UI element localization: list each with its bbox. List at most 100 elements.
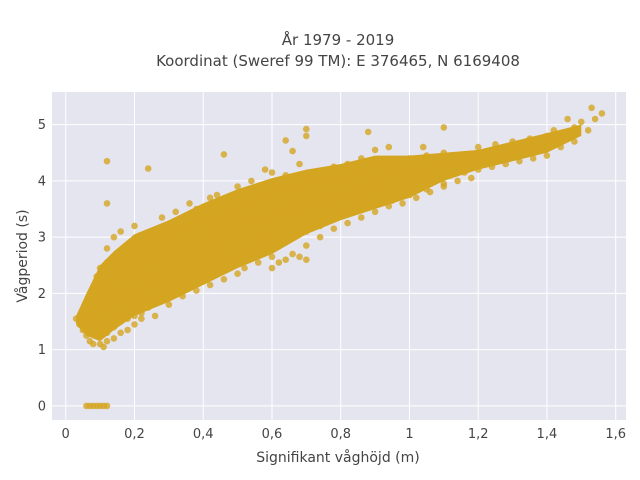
x-tick-label: 0,2	[124, 427, 145, 442]
scatter-point	[103, 200, 111, 207]
scatter-point	[179, 292, 186, 300]
scatter-point	[138, 262, 145, 269]
scatter-point	[165, 290, 173, 297]
scatter-point	[440, 149, 448, 157]
scatter-point	[131, 312, 138, 320]
scatter-point	[392, 172, 400, 179]
scatter-point	[117, 329, 124, 337]
scatter-point	[354, 202, 362, 210]
scatter-point	[165, 278, 173, 286]
scatter-point	[536, 146, 544, 154]
scatter-point	[516, 157, 523, 165]
scatter-point	[103, 337, 111, 345]
scatter-point	[199, 250, 207, 258]
scatter-points	[72, 104, 606, 410]
scatter-point	[117, 264, 124, 272]
scatter-point	[389, 197, 396, 204]
scatter-point	[220, 217, 228, 224]
scatter-point	[103, 157, 111, 165]
scatter-point	[254, 259, 262, 266]
scatter-point	[193, 205, 200, 213]
scatter-point	[433, 163, 441, 171]
scatter-point	[165, 301, 173, 309]
scatter-point	[296, 160, 303, 168]
y-tick-label: 1	[38, 343, 46, 358]
scatter-point	[323, 177, 331, 185]
chart-title-line-2: Koordinat (Sweref 99 TM): E 376465, N 61…	[156, 52, 520, 70]
x-tick-labels: 0 0,2 0,4 0,6 0,8 1 1,2 1,4 1,6	[62, 427, 626, 442]
scatter-point	[89, 318, 97, 325]
scatter-point	[179, 262, 186, 269]
scatter-point	[358, 188, 365, 196]
scatter-point	[220, 236, 228, 244]
scatter-point	[492, 141, 499, 148]
scatter-point	[158, 231, 166, 238]
scatter-point	[103, 259, 111, 266]
y-tick-label: 2	[38, 287, 46, 302]
scatter-point	[151, 245, 159, 252]
scatter-point	[488, 163, 496, 171]
scatter-point	[364, 128, 372, 136]
scatter-point	[179, 245, 186, 252]
scatter-point	[468, 155, 475, 162]
scatter-point	[289, 147, 296, 155]
scatter-point	[93, 273, 100, 280]
scatter-point	[165, 250, 173, 258]
scatter-point	[419, 143, 427, 151]
scatter-point	[76, 321, 83, 328]
scatter-point	[96, 307, 104, 314]
scatter-point	[481, 157, 489, 165]
scatter-point	[124, 256, 131, 264]
scatter-point	[217, 264, 224, 272]
scatter-point	[423, 152, 430, 159]
scatter-point	[578, 118, 585, 126]
scatter-point	[296, 253, 303, 261]
scatter-point	[227, 211, 234, 218]
scatter-point	[337, 208, 345, 216]
scatter-point	[378, 177, 386, 185]
scatter-point	[399, 200, 406, 207]
scatter-point	[117, 295, 124, 303]
scatter-point	[282, 172, 290, 179]
y-tick-labels: 0 1 2 3 4 5	[38, 118, 46, 414]
scatter-point	[86, 292, 94, 300]
scatter-point	[303, 242, 310, 249]
x-tick-label: 1	[405, 427, 413, 442]
scatter-point	[309, 180, 317, 187]
scatter-point	[406, 191, 413, 199]
scatter-point	[358, 155, 365, 162]
scatter-point	[110, 273, 118, 280]
scatter-point	[344, 191, 351, 199]
scatter-point	[474, 149, 482, 157]
scatter-point	[303, 132, 310, 140]
scatter-point	[406, 169, 413, 176]
scatter-point	[268, 264, 276, 272]
x-tick-label: 0,4	[193, 427, 214, 442]
scatter-point	[124, 284, 131, 292]
scatter-point	[241, 202, 248, 210]
x-tick-label: 1,6	[605, 427, 626, 442]
scatter-point	[509, 149, 516, 157]
x-tick-label: 0	[62, 427, 70, 442]
chart-title-line-1: År 1979 - 2019	[282, 30, 395, 49]
scatter-point	[193, 287, 200, 294]
scatter-point	[550, 127, 558, 134]
scatter-point	[79, 326, 87, 334]
scatter-point	[282, 186, 290, 193]
scatter-point	[495, 155, 503, 162]
scatter-point	[447, 172, 455, 179]
scatter-point	[275, 239, 283, 247]
y-tick-label: 3	[38, 231, 46, 246]
scatter-point	[440, 183, 448, 190]
scatter-point	[206, 194, 214, 202]
scatter-point	[131, 222, 138, 230]
scatter-point	[543, 152, 551, 159]
scatter-point	[131, 321, 138, 328]
scatter-point	[138, 309, 145, 317]
scatter-point	[571, 138, 578, 145]
scatter-point	[158, 214, 166, 221]
scatter-point	[289, 250, 296, 258]
scatter-point	[165, 264, 173, 272]
scatter-point	[413, 194, 420, 202]
